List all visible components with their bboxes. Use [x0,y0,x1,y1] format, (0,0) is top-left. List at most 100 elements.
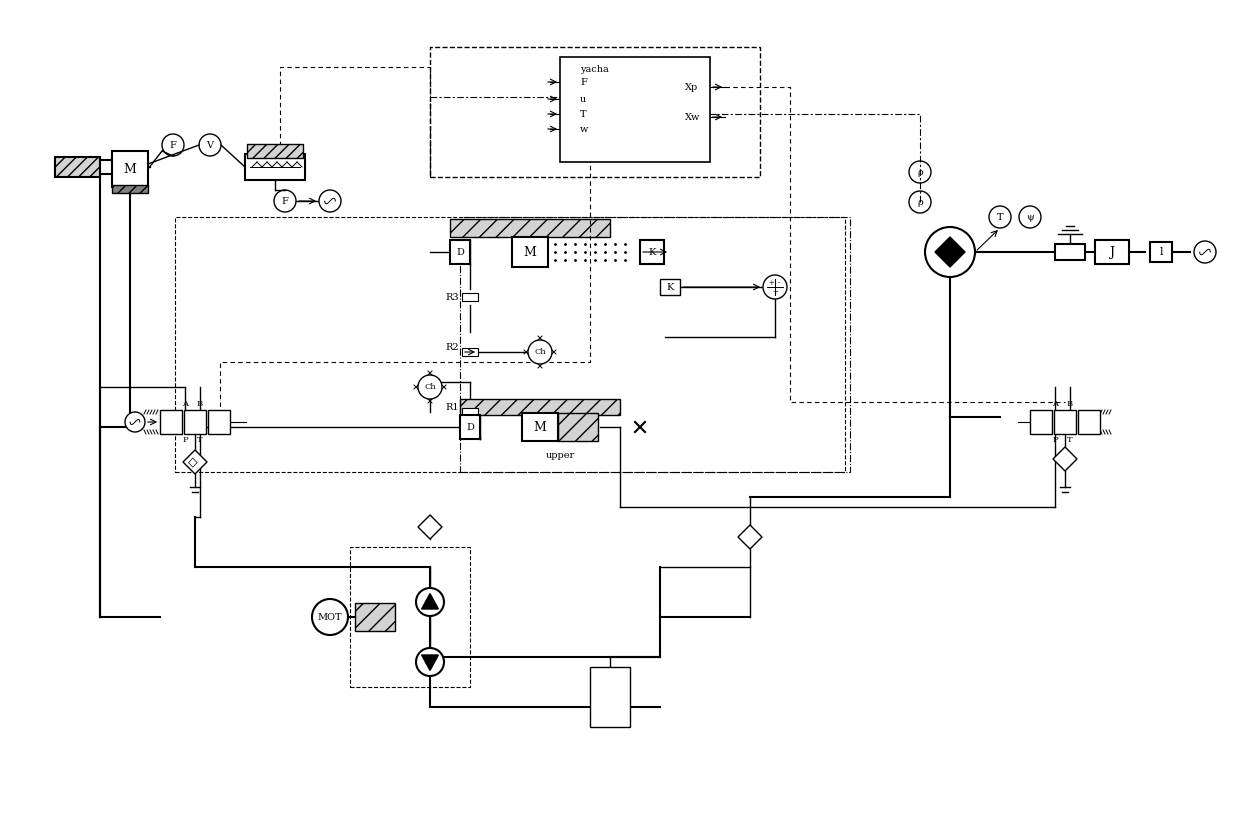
Polygon shape [422,594,439,609]
Bar [640,240,663,264]
Bar [560,57,711,162]
Bar [450,219,610,237]
Text: w: w [580,124,588,133]
Bar [1054,410,1076,434]
Text: ρ: ρ [918,198,923,207]
Bar [463,293,477,301]
Bar [460,415,480,439]
Text: upper: upper [546,450,574,459]
Circle shape [909,191,931,213]
Bar [558,413,598,441]
Text: P: P [1053,436,1058,444]
Text: Xp: Xp [684,83,698,92]
Bar [175,217,844,472]
Bar [100,160,130,174]
Text: R2: R2 [445,342,459,351]
Text: T: T [1068,436,1073,444]
Circle shape [528,340,552,364]
Bar [208,410,229,434]
Bar [522,413,558,441]
Text: T: T [580,109,587,118]
Circle shape [415,588,444,616]
Text: D: D [456,248,464,257]
Circle shape [274,190,296,212]
Text: M: M [124,163,136,176]
Bar [247,144,303,158]
Text: Ch: Ch [534,348,546,356]
Text: M: M [533,421,547,434]
Text: K: K [649,248,656,257]
Text: T: T [197,436,203,444]
Polygon shape [1053,447,1078,471]
Circle shape [763,275,787,299]
Text: T: T [997,212,1003,221]
Text: R1: R1 [445,403,459,412]
Circle shape [312,599,348,635]
Text: +: + [773,288,777,296]
Bar [55,157,100,177]
Circle shape [990,206,1011,228]
Text: B: B [1066,400,1073,408]
Bar [1149,242,1172,262]
Circle shape [319,190,341,212]
Text: B: B [197,400,203,408]
Text: Ch: Ch [424,383,436,391]
Circle shape [909,161,931,183]
Text: -: - [777,279,780,287]
Text: u: u [580,95,587,104]
Bar [450,240,470,264]
Bar [430,47,760,177]
Text: R3: R3 [445,292,459,301]
Bar [660,279,680,295]
Bar [1055,244,1085,260]
Text: F: F [170,141,176,150]
Text: V: V [207,141,213,150]
Text: MOT: MOT [317,613,342,622]
Circle shape [925,227,975,277]
Text: K: K [666,283,673,292]
Bar [590,667,630,727]
Text: +: + [768,279,774,287]
Polygon shape [738,525,763,549]
Text: F: F [281,197,289,206]
Circle shape [415,648,444,676]
Bar [463,348,477,356]
Text: F: F [580,78,587,87]
Bar [1095,240,1128,264]
Circle shape [1194,241,1216,263]
Bar [463,408,477,416]
Circle shape [198,134,221,156]
Polygon shape [418,515,441,539]
Circle shape [125,412,145,432]
Bar [160,410,182,434]
Text: ψ: ψ [1027,212,1034,221]
Polygon shape [422,655,439,671]
Bar [246,154,305,180]
Text: yacha: yacha [580,65,609,74]
Bar [355,603,396,631]
Text: J: J [1110,245,1115,258]
Text: D: D [466,422,474,431]
Bar [1030,410,1052,434]
Bar [112,185,148,193]
Bar [1078,410,1100,434]
Text: Xw: Xw [684,113,701,122]
Bar [112,151,148,187]
Text: A: A [182,400,188,408]
Bar [460,399,620,415]
Text: M: M [523,245,537,258]
Polygon shape [184,450,207,474]
Circle shape [1019,206,1042,228]
Bar [512,237,548,267]
Text: ◇: ◇ [188,456,198,468]
Polygon shape [935,237,965,267]
Text: l: l [1159,247,1163,257]
Bar [350,547,470,687]
Bar [460,217,849,472]
Circle shape [162,134,184,156]
Text: ρ: ρ [918,167,923,176]
Text: P: P [182,436,187,444]
Bar [184,410,206,434]
Circle shape [418,375,441,399]
Text: A: A [1052,400,1058,408]
